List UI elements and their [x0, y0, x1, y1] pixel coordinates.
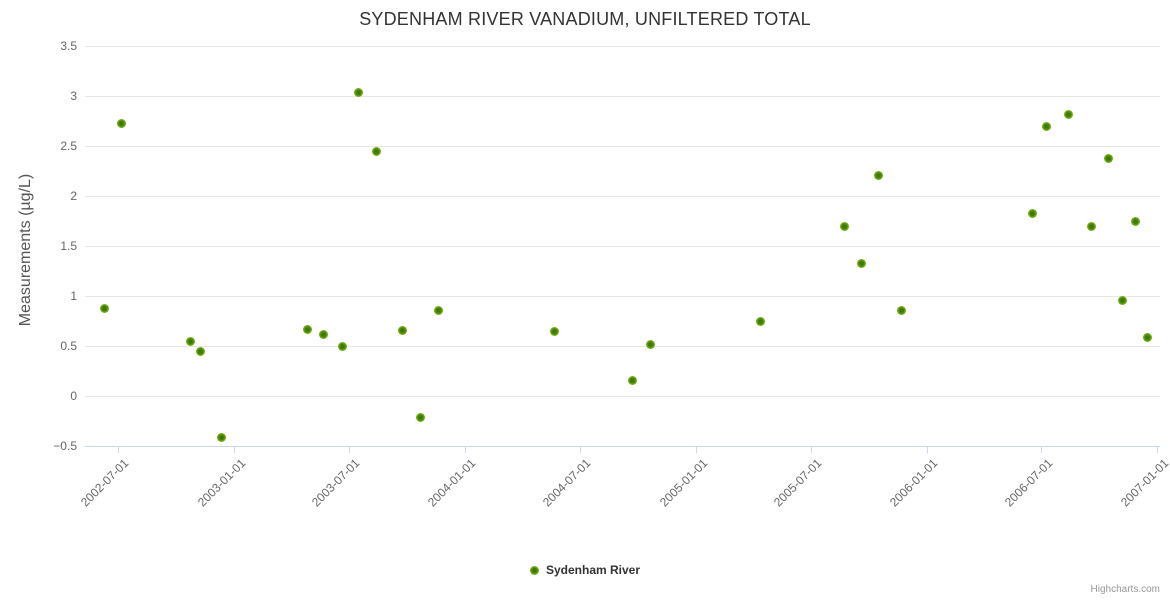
data-point[interactable] — [117, 118, 127, 128]
y-gridline — [85, 346, 1160, 347]
data-point[interactable] — [1117, 295, 1127, 305]
y-axis-label: 3.5 — [60, 39, 77, 53]
data-point[interactable] — [397, 325, 407, 335]
data-point[interactable] — [196, 346, 206, 356]
x-axis-tick — [464, 447, 466, 453]
x-axis-tick — [579, 447, 581, 453]
x-axis-tick — [1041, 447, 1043, 453]
x-axis-label: 2002-07-01 — [78, 456, 132, 510]
x-axis-tick — [234, 447, 236, 453]
x-axis-label: 2004-01-01 — [425, 456, 479, 510]
y-axis-label: 0.5 — [60, 339, 77, 353]
y-axis-label: 0 — [70, 389, 77, 403]
x-axis-tick — [810, 447, 812, 453]
data-point[interactable] — [371, 146, 381, 156]
data-point[interactable] — [756, 316, 766, 326]
data-point[interactable] — [186, 336, 196, 346]
data-point[interactable] — [857, 258, 867, 268]
x-axis-label: 2003-01-01 — [194, 456, 249, 510]
data-point[interactable] — [1063, 109, 1073, 119]
x-axis-label: 2006-01-01 — [887, 456, 941, 510]
data-point[interactable] — [416, 412, 426, 422]
x-axis-line — [85, 446, 1160, 447]
y-axis-label: 3 — [70, 89, 77, 103]
x-axis-label: 2004-07-01 — [540, 456, 594, 510]
data-point[interactable] — [1142, 332, 1152, 342]
data-point[interactable] — [1028, 208, 1038, 218]
data-point[interactable] — [319, 329, 329, 339]
legend-item-sydenham-river[interactable]: Sydenham River — [529, 563, 641, 577]
data-point[interactable] — [1086, 221, 1096, 231]
data-point[interactable] — [338, 341, 348, 351]
data-point[interactable] — [354, 87, 364, 97]
data-point[interactable] — [550, 326, 560, 336]
data-point[interactable] — [1103, 153, 1113, 163]
y-gridline — [85, 46, 1160, 47]
data-point[interactable] — [433, 305, 443, 315]
data-point[interactable] — [646, 339, 656, 349]
data-point[interactable] — [897, 305, 907, 315]
x-axis-label: 2005-07-01 — [771, 456, 825, 510]
x-axis-label: 2007-01-01 — [1118, 456, 1170, 510]
y-gridline — [85, 296, 1160, 297]
y-axis-label: 1 — [70, 289, 77, 303]
y-gridline — [85, 196, 1160, 197]
x-axis-label: 2006-07-01 — [1001, 456, 1056, 510]
data-point[interactable] — [1042, 121, 1052, 131]
x-axis-tick — [1157, 447, 1159, 453]
data-point[interactable] — [302, 324, 312, 334]
y-axis-label: 2 — [70, 189, 77, 203]
data-point[interactable] — [217, 432, 226, 442]
highcharts-credits-link[interactable]: Highcharts.com — [1090, 584, 1160, 595]
y-gridline — [85, 96, 1160, 97]
y-axis-label: 1.5 — [60, 239, 77, 253]
x-axis-tick — [348, 447, 350, 453]
y-axis-label: −0.5 — [53, 439, 77, 453]
y-gridline — [85, 396, 1160, 397]
x-axis-tick — [117, 447, 119, 453]
legend-label: Sydenham River — [545, 563, 641, 577]
x-axis-tick — [696, 447, 698, 453]
x-axis-label: 2005-01-01 — [656, 456, 711, 510]
x-axis-label: 2003-07-01 — [309, 456, 363, 510]
x-axis-tick — [926, 447, 928, 453]
y-axis-label: 2.5 — [60, 139, 77, 153]
data-point[interactable] — [874, 170, 884, 180]
y-gridline — [85, 146, 1160, 147]
chart-title: SYDENHAM RIVER VANADIUM, UNFILTERED TOTA… — [359, 9, 811, 29]
data-point[interactable] — [840, 221, 850, 231]
y-gridline — [85, 246, 1160, 247]
data-point[interactable] — [628, 375, 638, 385]
data-point[interactable] — [100, 303, 110, 313]
legend-marker-icon — [529, 565, 539, 575]
data-point[interactable] — [1131, 216, 1141, 226]
